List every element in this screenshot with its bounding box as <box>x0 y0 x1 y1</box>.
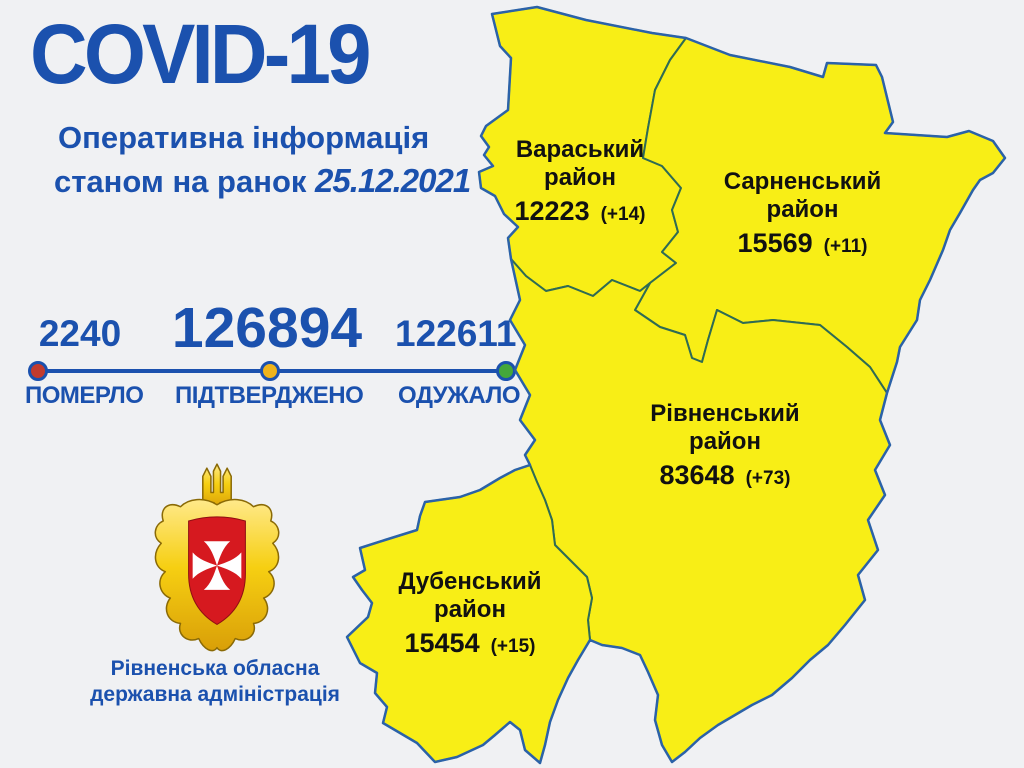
district-delta: (+14) <box>600 203 646 225</box>
district-name: Сарненський <box>723 168 882 195</box>
confirmed-value: 126894 <box>171 296 363 360</box>
district-total: 15454 <box>404 627 480 658</box>
oblast-outer-border <box>345 5 1007 765</box>
rivne-oblast-coat-of-arms <box>154 463 280 652</box>
organization-name: Рівненська обласна державна адміністраці… <box>90 656 340 709</box>
district-label-varaskyi: Вараський район 12223 (+14) <box>455 136 705 227</box>
subtitle-prefix: станом на ранок <box>54 164 316 199</box>
org-line1: Рівненська обласна <box>110 657 320 680</box>
died-dot <box>28 361 48 381</box>
subtitle-line2: станом на ранок 25.12.2021 <box>54 162 471 200</box>
district-name: Вараський <box>515 136 645 163</box>
district-name-line2: район <box>689 428 761 456</box>
report-date: 25.12.2021 <box>315 162 471 199</box>
district-delta: (+15) <box>490 635 536 657</box>
died-label: ПОМЕРЛО <box>25 382 144 409</box>
district-label-sarnenskyi: Сарненський район 15569 (+11) <box>685 168 920 259</box>
recovered-label: ОДУЖАЛО <box>398 382 521 409</box>
recovered-value: 122611 <box>395 313 517 354</box>
district-total: 12223 <box>514 195 590 226</box>
district-name-line2: район <box>544 164 616 192</box>
district-label-dubenskyi: Дубенський район 15454 (+15) <box>355 568 585 659</box>
district-name: Рівненський <box>650 400 800 427</box>
confirmed-label: ПІДТВЕРДЖЕНО <box>175 382 364 409</box>
confirmed-dot <box>260 361 280 381</box>
district-name: Дубенський <box>398 568 542 595</box>
district-name-line2: район <box>766 196 839 224</box>
died-value: 2240 <box>38 313 122 354</box>
district-delta: (+11) <box>823 235 868 257</box>
subtitle-line1: Оперативна інформація <box>58 120 430 155</box>
district-total: 83648 <box>659 459 735 490</box>
district-total: 15569 <box>737 227 813 258</box>
org-line2: державна адміністрація <box>90 683 340 707</box>
district-label-rivnenskyi: Рівненський район 83648 (+73) <box>605 400 845 491</box>
district-delta: (+73) <box>745 467 791 489</box>
district-name-line2: район <box>434 596 506 624</box>
oblast-map <box>345 5 1007 765</box>
white-cross-pattee <box>192 541 242 590</box>
page-title: COVID-19 <box>30 7 371 101</box>
